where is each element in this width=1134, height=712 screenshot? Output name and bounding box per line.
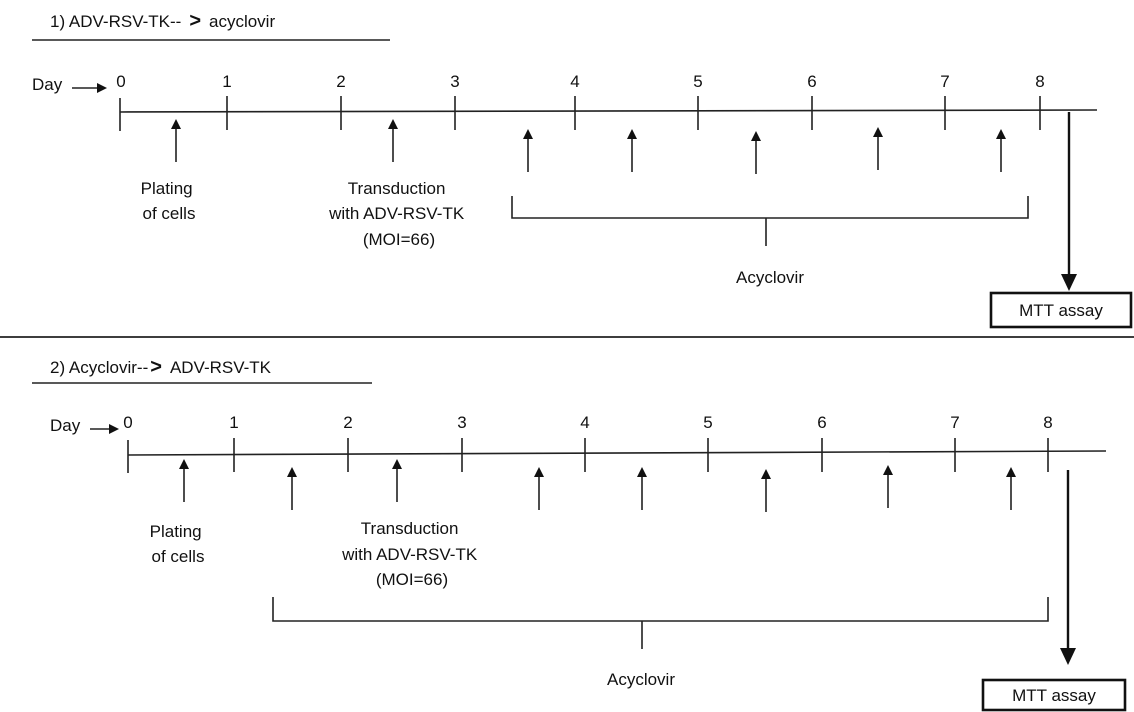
panel-1-plating-label: Plating of cells [141,179,198,223]
panel-1-tick-label-3: 3 [450,72,459,91]
panel-2-ticks [127,438,1049,473]
panel-2-event-arrows [179,459,1016,512]
panel-1-acyclovir-bracket [511,196,1029,219]
panel-2-tick-label-4: 4 [580,413,589,432]
panel-2: 2) Acyclovir-- > ADV-RSV-TK Day 0 1 2 3 4 … [32,356,1127,712]
panel-2-tick-label-0: 0 [123,413,132,432]
panel-1-heading: 1) ADV-RSV-TK-- > acyclovir [50,10,275,32]
panel-1-day-label: Day [32,75,63,94]
panel-1-ticks [119,96,1041,131]
panel-1-tick-label-0: 0 [116,72,125,91]
panel-2-tick-label-1: 1 [229,413,238,432]
panel-1-mtt-arrowhead [1061,274,1077,291]
panel-1-tick-label-5: 5 [693,72,702,91]
panel-2-mtt-arrowhead [1060,648,1076,665]
panel-2-tick-labels: 0 1 2 3 4 5 6 7 8 [123,413,1052,432]
panel-2-tick-label-8: 8 [1043,413,1052,432]
panel-1-tick-label-4: 4 [570,72,579,91]
panel-1: 1) ADV-RSV-TK-- > acyclovir Day 0 1 2 3 4 … [32,10,1133,329]
panel-1-transduction-label: Transduction with ADV-RSV-TK (MOI=66) [328,179,469,249]
panel-2-acyclovir-bracket [272,597,1049,622]
panel-1-acyclovir-label: Acyclovir [736,268,804,287]
panel-1-tick-label-1: 1 [222,72,231,91]
panel-2-mtt-label: MTT assay [1012,686,1096,705]
panel-1-tick-label-8: 8 [1035,72,1044,91]
panel-2-acyclovir-label: Acyclovir [607,670,675,689]
panel-2-timeline [127,450,1107,456]
panel-1-tick-labels: 0 1 2 3 4 5 6 7 8 [116,72,1044,91]
panel-1-mtt-box [989,291,1133,329]
panel-2-tick-label-7: 7 [950,413,959,432]
panel-1-tick-label-7: 7 [940,72,949,91]
panel-2-plating-label: Plating of cells [150,522,207,566]
panel-2-mtt-box [981,678,1127,712]
panel-2-tick-label-2: 2 [343,413,352,432]
panel-1-event-arrows [171,119,1006,174]
panel-1-mtt-label: MTT assay [1019,301,1103,320]
panel-2-tick-label-5: 5 [703,413,712,432]
panel-2-tick-label-6: 6 [817,413,826,432]
panel-1-timeline [119,109,1098,113]
panel-1-tick-label-2: 2 [336,72,345,91]
panel-1-tick-label-6: 6 [807,72,816,91]
panel-2-heading: 2) Acyclovir-- > ADV-RSV-TK [50,356,272,378]
panel-2-tick-label-3: 3 [457,413,466,432]
panel-2-transduction-label: Transduction with ADV-RSV-TK (MOI=66) [341,519,482,589]
panel-2-day-label: Day [50,416,81,435]
